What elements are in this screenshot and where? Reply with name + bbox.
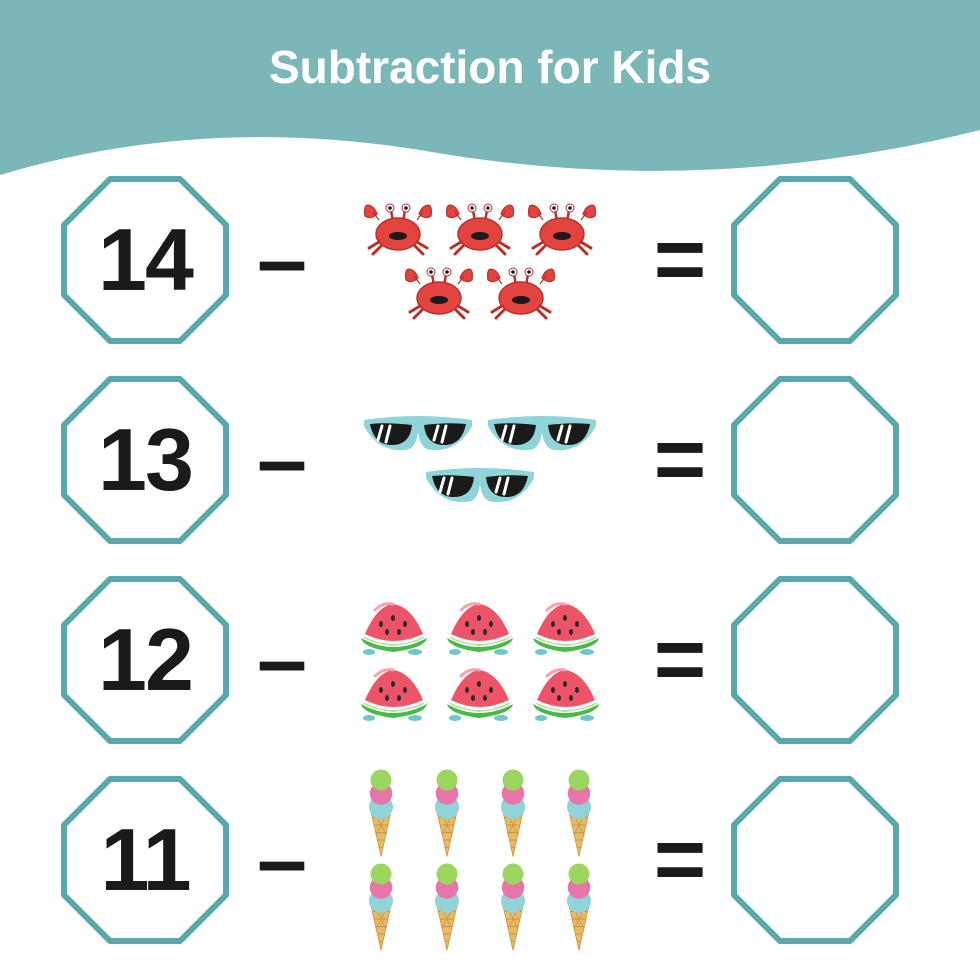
sunglasses-icon bbox=[358, 410, 478, 458]
icecream-icon bbox=[350, 768, 412, 858]
subtrahend-icons bbox=[330, 198, 630, 322]
subtrahend-icons bbox=[330, 768, 630, 952]
equals-operator: = bbox=[645, 815, 715, 905]
watermelon-icon bbox=[353, 596, 435, 658]
sunglasses-icon bbox=[420, 462, 540, 510]
problem-row-3: 12 – = bbox=[60, 560, 920, 760]
equals-operator: = bbox=[645, 215, 715, 305]
crab-icon bbox=[400, 262, 478, 322]
answer-octagon[interactable] bbox=[730, 575, 900, 745]
page-title: Subtraction for Kids bbox=[0, 40, 980, 94]
sunglasses-icon bbox=[482, 410, 602, 458]
minuend-number: 12 bbox=[98, 609, 192, 711]
equals-operator: = bbox=[645, 415, 715, 505]
icecream-icon bbox=[350, 862, 412, 952]
icecream-icon bbox=[416, 862, 478, 952]
subtrahend-icons bbox=[330, 410, 630, 510]
minuend-octagon: 13 bbox=[60, 375, 230, 545]
crab-icon bbox=[523, 198, 601, 258]
minus-operator: – bbox=[245, 415, 315, 505]
icecream-icon bbox=[482, 768, 544, 858]
minuend-octagon: 11 bbox=[60, 775, 230, 945]
equals-operator: = bbox=[645, 615, 715, 705]
icecream-icon bbox=[416, 768, 478, 858]
problem-row-4: 11 – = bbox=[60, 760, 920, 960]
crab-icon bbox=[359, 198, 437, 258]
icecream-icon bbox=[548, 768, 610, 858]
minuend-octagon: 14 bbox=[60, 175, 230, 345]
subtrahend-icons bbox=[330, 596, 630, 724]
watermelon-icon bbox=[525, 596, 607, 658]
minus-operator: – bbox=[245, 815, 315, 905]
watermelon-icon bbox=[439, 662, 521, 724]
icecream-icon bbox=[482, 862, 544, 952]
problem-row-2: 13 – = bbox=[60, 360, 920, 560]
crab-icon bbox=[441, 198, 519, 258]
minuend-number: 13 bbox=[98, 409, 192, 511]
minus-operator: – bbox=[245, 615, 315, 705]
minuend-number: 11 bbox=[100, 809, 189, 911]
minus-operator: – bbox=[245, 215, 315, 305]
crab-icon bbox=[482, 262, 560, 322]
problem-row-1: 14 – = bbox=[60, 160, 920, 360]
icecream-icon bbox=[548, 862, 610, 952]
answer-octagon[interactable] bbox=[730, 375, 900, 545]
watermelon-icon bbox=[525, 662, 607, 724]
watermelon-icon bbox=[353, 662, 435, 724]
minuend-number: 14 bbox=[98, 209, 192, 311]
watermelon-icon bbox=[439, 596, 521, 658]
answer-octagon[interactable] bbox=[730, 775, 900, 945]
problem-rows: 14 – = 13 – = 12 – = bbox=[0, 160, 980, 960]
answer-octagon[interactable] bbox=[730, 175, 900, 345]
minuend-octagon: 12 bbox=[60, 575, 230, 745]
